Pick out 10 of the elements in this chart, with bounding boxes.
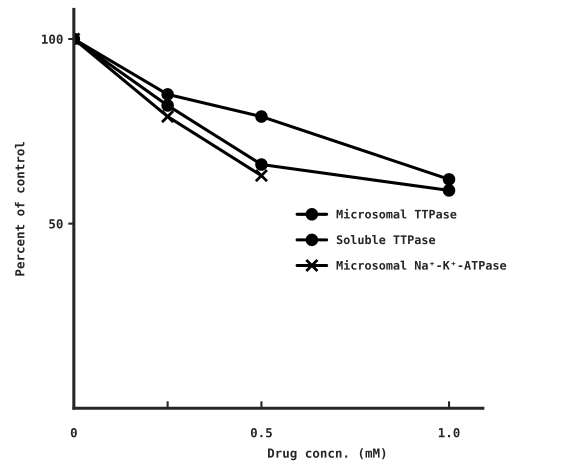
y-tick-label: 100 — [42, 34, 63, 44]
x-axis-title: Drug concn. (mM) — [268, 448, 386, 460]
legend-label: Microsomal Na⁺-K⁺-ATPase — [336, 260, 506, 270]
legend-label: Soluble TTPase — [336, 235, 436, 244]
y-axis-title: Percent of control — [14, 142, 25, 276]
legend-label: Microsomal TTPase — [336, 208, 456, 219]
x-tick-label: 1.0 — [438, 428, 460, 438]
x-tick-label: 0 — [70, 428, 77, 438]
y-tick-label: 50 — [49, 219, 63, 229]
x-tick-label: 0.5 — [250, 428, 272, 438]
